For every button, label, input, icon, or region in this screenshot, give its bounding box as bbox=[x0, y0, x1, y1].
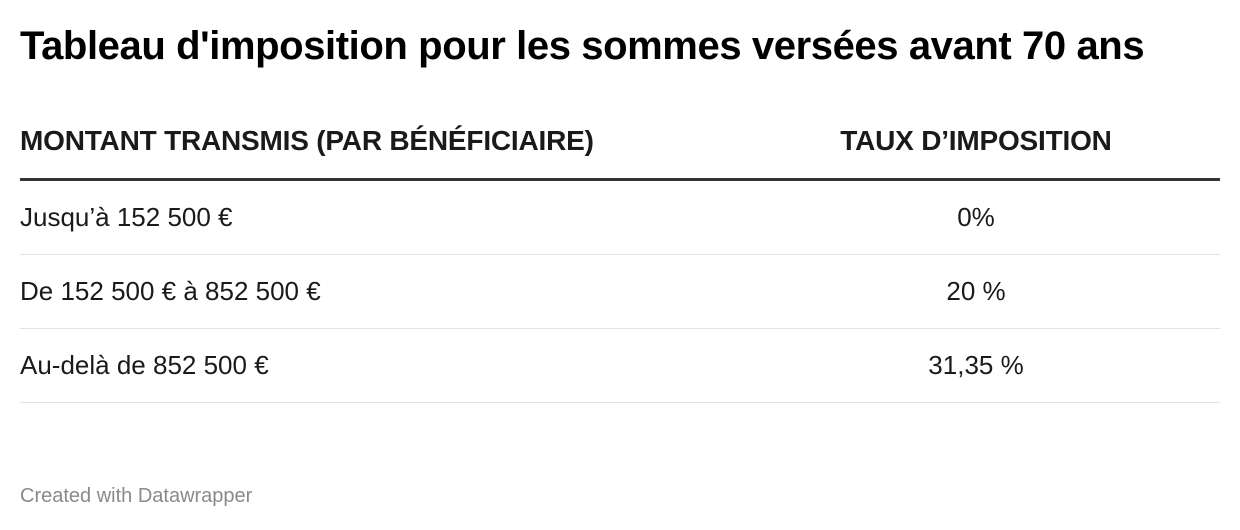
table-row: De 152 500 € à 852 500 € 20 % bbox=[20, 254, 1220, 329]
cell-amount: Jusqu’à 152 500 € bbox=[20, 179, 720, 255]
header-row: MONTANT TRANSMIS (PAR BÉNÉFICIAIRE) TAUX… bbox=[20, 104, 1220, 181]
column-header-amount: MONTANT TRANSMIS (PAR BÉNÉFICIAIRE) bbox=[20, 104, 720, 181]
table-row: Au-delà de 852 500 € 31,35 % bbox=[20, 328, 1220, 403]
cell-rate: 31,35 % bbox=[720, 328, 1220, 403]
chart-container: Tableau d'imposition pour les sommes ver… bbox=[20, 0, 1220, 530]
datawrapper-credit-link[interactable]: Created with Datawrapper bbox=[20, 485, 253, 507]
column-header-rate: TAUX D’IMPOSITION bbox=[720, 104, 1220, 181]
chart-title: Tableau d'imposition pour les sommes ver… bbox=[20, 24, 1145, 68]
cell-amount: De 152 500 € à 852 500 € bbox=[20, 254, 720, 329]
tax-table: MONTANT TRANSMIS (PAR BÉNÉFICIAIRE) TAUX… bbox=[20, 104, 1220, 403]
cell-amount: Au-delà de 852 500 € bbox=[20, 328, 720, 403]
cell-rate: 20 % bbox=[720, 254, 1220, 329]
table-header: MONTANT TRANSMIS (PAR BÉNÉFICIAIRE) TAUX… bbox=[20, 104, 1220, 181]
table-body: Jusqu’à 152 500 € 0% De 152 500 € à 852 … bbox=[20, 179, 1220, 403]
cell-rate: 0% bbox=[720, 179, 1220, 255]
table-row: Jusqu’à 152 500 € 0% bbox=[20, 179, 1220, 255]
